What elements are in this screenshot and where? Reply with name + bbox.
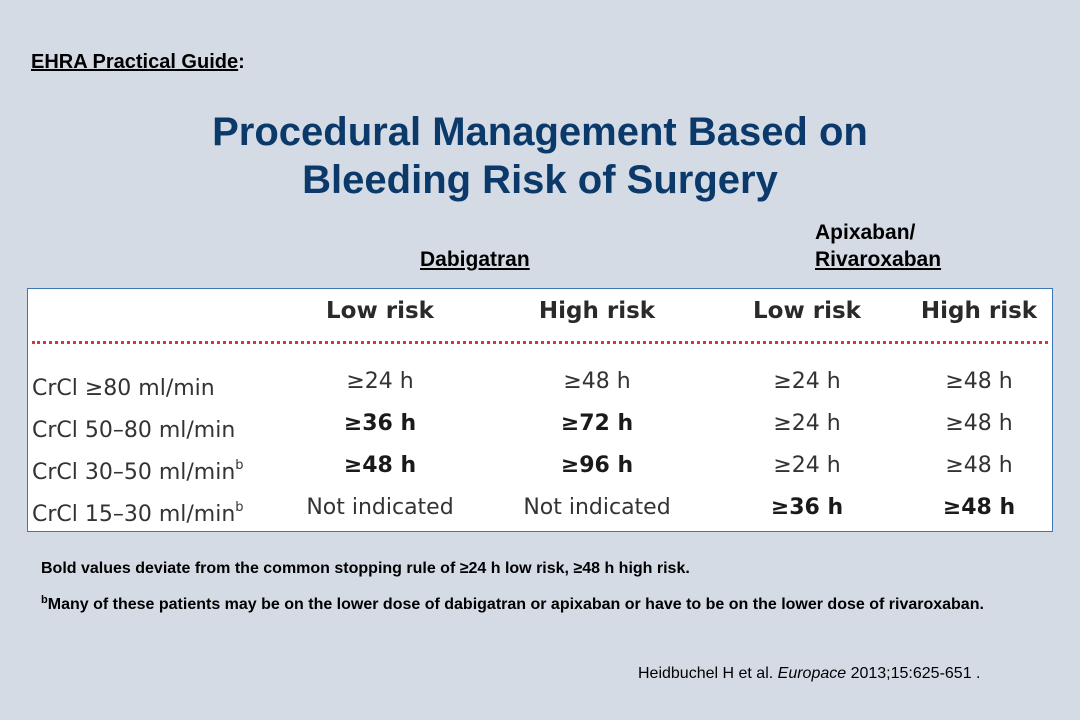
row-label-text: CrCl 30–50 ml/min (32, 460, 236, 485)
row-label-footnote: b (235, 458, 244, 473)
title-line-2: Bleeding Risk of Surgery (302, 158, 778, 202)
table-cell: Not indicated (306, 495, 454, 520)
header-apixaban-high-risk: High risk (920, 298, 1038, 324)
table-cell: ≥24 h (346, 369, 414, 394)
dotted-separator (32, 341, 1048, 344)
table-cell: ≥36 h (343, 411, 417, 436)
eyebrow-label: EHRA Practical Guide (31, 51, 239, 73)
group-label-apixaban-rivaroxaban: Apixaban/ Rivaroxaban (815, 219, 941, 273)
citation-authors: Heidbuchel H et al. (638, 665, 778, 682)
table-row: CrCl ≥80 ml/min ≥24 h ≥48 h ≥24 h ≥48 h (28, 364, 1052, 401)
header-dabigatran-low-risk: Low risk (326, 298, 434, 324)
group-label-apixaban-line1: Apixaban/ (815, 221, 916, 244)
table-cell: ≥48 h (563, 369, 631, 394)
table-cell: ≥48 h (942, 495, 1016, 520)
citation-journal: Europace (777, 665, 847, 682)
row-label-footnote: b (235, 500, 244, 515)
row-label: CrCl 30–50 ml/minb (32, 448, 244, 491)
row-label: CrCl 50–80 ml/min (32, 406, 235, 449)
row-label: CrCl 15–30 ml/minb (32, 490, 244, 533)
table-cell: ≥48 h (945, 453, 1013, 478)
group-label-apixaban-line2: Rivaroxaban (815, 248, 942, 271)
row-label-text: CrCl ≥80 ml/min (32, 376, 215, 401)
stopping-rule-table: Low risk High risk Low risk High risk Cr… (27, 288, 1053, 532)
citation-details: 2013;15:625-651 . (846, 665, 981, 682)
title-line-1: Procedural Management Based on (212, 110, 868, 154)
eyebrow-colon: : (238, 51, 245, 73)
table-cell: Not indicated (523, 495, 671, 520)
table-cell: ≥48 h (343, 453, 417, 478)
row-label: CrCl ≥80 ml/min (32, 364, 215, 407)
header-dabigatran-high-risk: High risk (538, 298, 656, 324)
group-label-dabigatran: Dabigatran (420, 248, 530, 271)
row-label-text: CrCl 15–30 ml/min (32, 502, 236, 527)
table-cell: ≥36 h (770, 495, 844, 520)
table-row: CrCl 15–30 ml/minb Not indicated Not ind… (28, 490, 1052, 527)
row-label-text: CrCl 50–80 ml/min (32, 418, 236, 443)
table-cell: ≥96 h (560, 453, 634, 478)
citation: Heidbuchel H et al. Europace 2013;15:625… (638, 664, 980, 684)
table-cell: ≥48 h (945, 411, 1013, 436)
footnote-b-marker: b (41, 594, 48, 606)
table-row: CrCl 30–50 ml/minb ≥48 h ≥96 h ≥24 h ≥48… (28, 448, 1052, 485)
page-title: Procedural Management Based on Bleeding … (0, 108, 1080, 204)
footnote-b-text: Many of these patients may be on the low… (47, 596, 984, 613)
header-apixaban-low-risk: Low risk (753, 298, 861, 324)
footnote-b: bMany of these patients may be on the lo… (41, 590, 1001, 615)
eyebrow-heading: EHRA Practical Guide: (31, 50, 245, 74)
table-cell: ≥48 h (945, 369, 1013, 394)
bold-values-note: Bold values deviate from the common stop… (41, 560, 690, 577)
table-cell: ≥24 h (773, 369, 841, 394)
table-cell: ≥24 h (773, 453, 841, 478)
table-cell: ≥72 h (560, 411, 634, 436)
table-cell: ≥24 h (773, 411, 841, 436)
table-row: CrCl 50–80 ml/min ≥36 h ≥72 h ≥24 h ≥48 … (28, 406, 1052, 443)
